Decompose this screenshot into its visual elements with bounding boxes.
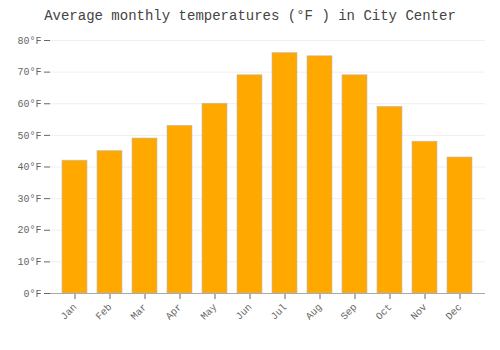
svg-text:Nov: Nov	[409, 302, 430, 323]
svg-text:80°F: 80°F	[17, 36, 41, 47]
svg-text:30°F: 30°F	[17, 194, 41, 205]
svg-text:Jan: Jan	[59, 302, 80, 323]
svg-text:Jun: Jun	[234, 302, 255, 323]
svg-text:Feb: Feb	[94, 302, 115, 323]
svg-text:50°F: 50°F	[17, 131, 41, 142]
svg-text:Dec: Dec	[444, 302, 465, 323]
html-text:Average monthly temperatures (: Average monthly temperatures (°F ) in Ci…	[44, 8, 456, 24]
svg-text:20°F: 20°F	[17, 225, 41, 236]
svg-text:Apr: Apr	[164, 302, 185, 323]
svg-text:Mar: Mar	[129, 302, 150, 323]
svg-text:10°F: 10°F	[17, 257, 41, 268]
svg-text:60°F: 60°F	[17, 99, 41, 110]
svg-text:Oct: Oct	[374, 302, 395, 323]
svg-text:May: May	[199, 302, 220, 323]
svg-text:0°F: 0°F	[23, 289, 41, 300]
svg-text:Sep: Sep	[339, 302, 360, 323]
svg-text:70°F: 70°F	[17, 67, 41, 78]
svg-text:40°F: 40°F	[17, 162, 41, 173]
svg-text:Jul: Jul	[269, 302, 290, 323]
svg-text:Aug: Aug	[304, 302, 325, 323]
